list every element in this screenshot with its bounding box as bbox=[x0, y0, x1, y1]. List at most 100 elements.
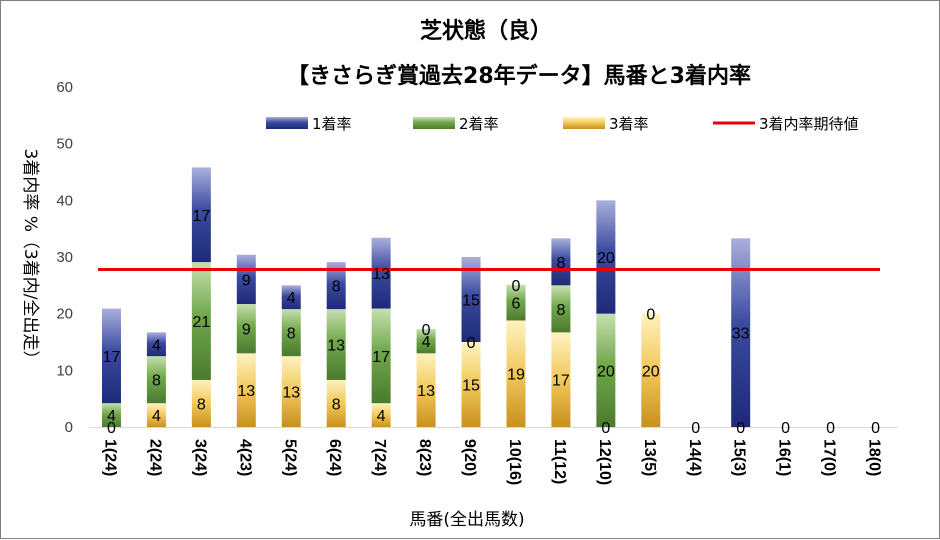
data-label: 17 bbox=[192, 208, 210, 225]
bar-segment-2nd bbox=[326, 309, 346, 380]
data-label: 8 bbox=[332, 396, 341, 413]
legend-label-1st: 1着率 bbox=[312, 115, 352, 133]
bar-segment-2nd bbox=[551, 285, 571, 333]
data-label: 4 bbox=[152, 408, 161, 425]
x-tick-label: 11(12) bbox=[551, 439, 568, 484]
bar-segment-1st bbox=[371, 237, 391, 309]
data-label: 0 bbox=[512, 278, 521, 295]
bar-segment-1st bbox=[146, 332, 166, 357]
x-tick-label: 4(23) bbox=[236, 439, 253, 476]
y-tick-label: 50 bbox=[56, 136, 73, 153]
bar-segment-2nd bbox=[416, 328, 436, 354]
y-tick-label: 30 bbox=[56, 249, 73, 266]
data-label: 0 bbox=[646, 307, 655, 324]
y-tick-label: 0 bbox=[65, 419, 73, 436]
bar-segment-1st bbox=[596, 200, 616, 314]
bar-segment-1st bbox=[101, 308, 121, 404]
bar-segment-1st bbox=[551, 238, 571, 286]
legend-label-2nd: 2着率 bbox=[459, 115, 499, 133]
data-label: 13 bbox=[327, 338, 345, 355]
legend-label-expected: 3着内率期待値 bbox=[759, 115, 859, 133]
x-axis-label: 馬番(全出馬数) bbox=[409, 510, 524, 530]
x-tick-label: 15(3) bbox=[731, 439, 748, 476]
bar-segment-1st bbox=[236, 254, 256, 305]
x-tick-label: 16(1) bbox=[776, 439, 793, 476]
bar-segment-2nd bbox=[191, 262, 211, 380]
data-label: 8 bbox=[556, 302, 565, 319]
data-label: 17 bbox=[103, 349, 121, 366]
bar-segment-2nd bbox=[506, 284, 526, 321]
data-label: 20 bbox=[642, 363, 660, 380]
bar-segment-3rd bbox=[191, 379, 211, 427]
data-label: 8 bbox=[287, 326, 296, 343]
bar-segment-3rd bbox=[506, 320, 526, 427]
bar-segment-1st bbox=[281, 285, 301, 310]
bar-segment-3rd bbox=[641, 313, 661, 427]
data-label: 13 bbox=[237, 383, 255, 400]
x-tick-label: 6(24) bbox=[326, 439, 343, 476]
x-tick-label: 18(0) bbox=[866, 439, 883, 476]
y-tick-label: 10 bbox=[56, 362, 73, 379]
bar-segment-2nd bbox=[371, 308, 391, 404]
y-tick-label: 40 bbox=[56, 192, 73, 209]
bar-segment-2nd bbox=[101, 403, 121, 427]
data-label: 4 bbox=[377, 408, 386, 425]
legend-swatch-2nd bbox=[413, 117, 455, 129]
bar-segment-3rd bbox=[551, 332, 571, 427]
bar-segment-3rd bbox=[416, 353, 436, 427]
data-label: 4 bbox=[107, 408, 116, 425]
y-tick-label: 60 bbox=[56, 79, 73, 96]
data-label: 8 bbox=[152, 373, 161, 390]
legend-label-3rd: 3着率 bbox=[609, 115, 649, 133]
bar-segment-2nd bbox=[236, 304, 256, 354]
data-label: 0 bbox=[467, 335, 476, 352]
x-tick-label: 10(16) bbox=[506, 439, 523, 485]
x-tick-label: 7(24) bbox=[371, 439, 388, 476]
bar-segment-1st bbox=[461, 257, 481, 342]
data-label: 4 bbox=[152, 337, 161, 354]
legend-swatch-1st bbox=[266, 117, 308, 129]
bar-segment-2nd bbox=[281, 309, 301, 357]
data-label: 0 bbox=[781, 420, 790, 437]
chart-subtitle: 【きさらぎ賞過去28年データ】馬番と3着内率 bbox=[287, 63, 751, 89]
data-label: 8 bbox=[556, 255, 565, 272]
data-label: 19 bbox=[507, 367, 525, 384]
bar-segment-1st bbox=[191, 167, 211, 263]
data-label: 17 bbox=[372, 349, 390, 366]
data-label: 6 bbox=[512, 296, 521, 313]
data-label: 4 bbox=[422, 334, 431, 351]
bar-segment-3rd bbox=[146, 403, 166, 427]
bar-segment-1st bbox=[326, 262, 346, 310]
legend: 1着率 2着率 3着率 3着内率期待値 bbox=[266, 115, 859, 133]
data-label: 15 bbox=[462, 293, 480, 310]
data-label: 13 bbox=[372, 266, 390, 283]
data-label: 13 bbox=[282, 385, 300, 402]
bar-segment-3rd bbox=[236, 353, 256, 427]
data-label: 9 bbox=[242, 272, 251, 289]
y-axis-label: 3着内率 %（3着内/全出走） bbox=[20, 149, 40, 368]
data-label: 0 bbox=[826, 420, 835, 437]
x-tick-label: 1(24) bbox=[101, 439, 118, 476]
data-label: 8 bbox=[197, 396, 206, 413]
data-label: 0 bbox=[736, 420, 745, 437]
data-label: 20 bbox=[597, 250, 615, 267]
data-label: 15 bbox=[462, 378, 480, 395]
y-tick-label: 20 bbox=[56, 306, 73, 323]
bar-segment-3rd bbox=[281, 356, 301, 427]
x-tick-label: 5(24) bbox=[281, 439, 298, 476]
data-label: 0 bbox=[107, 420, 116, 437]
x-tick-label: 9(20) bbox=[461, 439, 478, 476]
bar-segment-2nd bbox=[596, 313, 616, 427]
x-tick-label: 12(10) bbox=[596, 439, 613, 485]
x-tick-label: 17(0) bbox=[821, 439, 838, 476]
chart-title: 芝状態（良） bbox=[420, 18, 552, 44]
bar-segment-3rd bbox=[326, 379, 346, 427]
x-tick-label: 8(23) bbox=[416, 439, 433, 476]
data-label: 0 bbox=[601, 420, 610, 437]
x-tick-label: 14(4) bbox=[686, 439, 703, 476]
data-label: 0 bbox=[422, 322, 431, 339]
data-label: 17 bbox=[552, 373, 570, 390]
data-label: 0 bbox=[871, 420, 880, 437]
